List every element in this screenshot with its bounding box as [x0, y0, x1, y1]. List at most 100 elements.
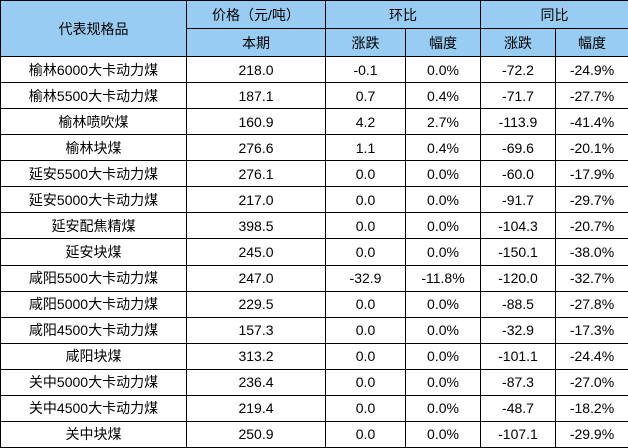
- cell-yoy-change: -107.1: [480, 420, 556, 448]
- table-header: 代表规格品 价格（元/吨） 环比 同比 本期 涨跌 幅度 涨跌 幅度: [0, 0, 628, 57]
- header-current: 本期: [186, 28, 326, 57]
- cell-mom-pct: 0.0%: [405, 368, 481, 396]
- table-row: 榆林块煤 276.6 1.1 0.4% -69.6 -20.1%: [0, 134, 628, 162]
- cell-mom-pct: 0.0%: [405, 342, 481, 370]
- cell-mom-pct: 2.7%: [405, 108, 481, 136]
- cell-current-price: 218.0: [186, 55, 326, 84]
- cell-mom-change: 1.1: [325, 134, 406, 162]
- cell-mom-change: 0.0: [325, 160, 406, 188]
- cell-yoy-change: -69.6: [480, 134, 556, 162]
- cell-yoy-pct: -24.9%: [555, 55, 628, 84]
- cell-product-name: 榆林喷吹煤: [0, 108, 187, 136]
- table-row: 延安5500大卡动力煤 276.1 0.0 0.0% -60.0 -17.9%: [0, 160, 628, 188]
- cell-yoy-change: -150.1: [480, 238, 556, 266]
- cell-product-name: 关中块煤: [0, 420, 187, 448]
- cell-current-price: 236.4: [186, 368, 326, 396]
- cell-mom-pct: 0.4%: [405, 82, 481, 110]
- table-row: 关中块煤 250.9 0.0 0.0% -107.1 -29.9%: [0, 420, 628, 448]
- cell-mom-change: 0.0: [325, 342, 406, 370]
- cell-mom-change: 0.0: [325, 316, 406, 344]
- cell-yoy-change: -71.7: [480, 82, 556, 110]
- header-product: 代表规格品: [0, 0, 187, 57]
- cell-yoy-change: -101.1: [480, 342, 556, 370]
- cell-product-name: 咸阳5500大卡动力煤: [0, 264, 187, 292]
- cell-current-price: 276.1: [186, 160, 326, 188]
- cell-product-name: 延安5500大卡动力煤: [0, 160, 187, 188]
- cell-yoy-pct: -18.2%: [555, 394, 628, 422]
- cell-mom-pct: 0.0%: [405, 316, 481, 344]
- cell-yoy-pct: -27.0%: [555, 368, 628, 396]
- table-body: 榆林6000大卡动力煤 218.0 -0.1 0.0% -72.2 -24.9% 榆林550…: [0, 55, 628, 448]
- cell-mom-pct: 0.0%: [405, 186, 481, 214]
- cell-yoy-pct: -24.4%: [555, 342, 628, 370]
- header-mom-group: 环比: [325, 0, 481, 29]
- cell-yoy-pct: -27.7%: [555, 82, 628, 110]
- cell-yoy-change: -91.7: [480, 186, 556, 214]
- cell-mom-change: -32.9: [325, 264, 406, 292]
- cell-yoy-pct: -20.1%: [555, 134, 628, 162]
- cell-yoy-pct: -27.8%: [555, 290, 628, 318]
- cell-product-name: 榆林6000大卡动力煤: [0, 55, 187, 84]
- cell-yoy-change: -104.3: [480, 212, 556, 240]
- cell-product-name: 咸阳4500大卡动力煤: [0, 316, 187, 344]
- header-mom-pct: 幅度: [405, 28, 481, 57]
- cell-yoy-pct: -20.7%: [555, 212, 628, 240]
- cell-mom-change: 0.0: [325, 368, 406, 396]
- header-yoy-change: 涨跌: [480, 28, 556, 57]
- cell-mom-change: 0.0: [325, 290, 406, 318]
- cell-yoy-change: -60.0: [480, 160, 556, 188]
- cell-mom-change: 4.2: [325, 108, 406, 136]
- header-yoy-pct: 幅度: [555, 28, 628, 57]
- cell-mom-pct: 0.0%: [405, 238, 481, 266]
- table-row: 关中4500大卡动力煤 219.4 0.0 0.0% -48.7 -18.2%: [0, 394, 628, 422]
- table-row: 延安块煤 245.0 0.0 0.0% -150.1 -38.0%: [0, 238, 628, 266]
- cell-yoy-change: -48.7: [480, 394, 556, 422]
- cell-yoy-change: -88.5: [480, 290, 556, 318]
- cell-mom-change: 0.0: [325, 238, 406, 266]
- cell-yoy-change: -113.9: [480, 108, 556, 136]
- cell-yoy-pct: -17.9%: [555, 160, 628, 188]
- cell-product-name: 榆林5500大卡动力煤: [0, 82, 187, 110]
- cell-current-price: 250.9: [186, 420, 326, 448]
- cell-current-price: 217.0: [186, 186, 326, 214]
- cell-product-name: 延安配焦精煤: [0, 212, 187, 240]
- cell-mom-pct: 0.0%: [405, 212, 481, 240]
- cell-product-name: 咸阳块煤: [0, 342, 187, 370]
- cell-mom-pct: 0.0%: [405, 290, 481, 318]
- table-row: 咸阳5500大卡动力煤 247.0 -32.9 -11.8% -120.0 -32.7%: [0, 264, 628, 292]
- cell-yoy-pct: -29.7%: [555, 186, 628, 214]
- cell-mom-change: 0.0: [325, 420, 406, 448]
- cell-current-price: 398.5: [186, 212, 326, 240]
- cell-product-name: 关中5000大卡动力煤: [0, 368, 187, 396]
- cell-yoy-pct: -32.7%: [555, 264, 628, 292]
- cell-current-price: 187.1: [186, 82, 326, 110]
- table-row: 咸阳5000大卡动力煤 229.5 0.0 0.0% -88.5 -27.8%: [0, 290, 628, 318]
- cell-mom-change: 0.0: [325, 212, 406, 240]
- cell-current-price: 247.0: [186, 264, 326, 292]
- cell-yoy-pct: -29.9%: [555, 420, 628, 448]
- cell-yoy-change: -32.9: [480, 316, 556, 344]
- cell-current-price: 219.4: [186, 394, 326, 422]
- cell-current-price: 245.0: [186, 238, 326, 266]
- cell-current-price: 229.5: [186, 290, 326, 318]
- cell-product-name: 咸阳5000大卡动力煤: [0, 290, 187, 318]
- cell-mom-pct: -11.8%: [405, 264, 481, 292]
- table-row: 榆林6000大卡动力煤 218.0 -0.1 0.0% -72.2 -24.9%: [0, 55, 628, 84]
- cell-mom-change: 0.0: [325, 394, 406, 422]
- cell-yoy-pct: -38.0%: [555, 238, 628, 266]
- cell-mom-pct: 0.0%: [405, 394, 481, 422]
- header-price-group: 价格（元/吨）: [186, 0, 326, 29]
- cell-product-name: 关中4500大卡动力煤: [0, 394, 187, 422]
- cell-product-name: 延安块煤: [0, 238, 187, 266]
- cell-mom-pct: 0.0%: [405, 420, 481, 448]
- cell-current-price: 157.3: [186, 316, 326, 344]
- header-yoy-group: 同比: [480, 0, 628, 29]
- cell-mom-change: -0.1: [325, 55, 406, 84]
- cell-mom-change: 0.0: [325, 186, 406, 214]
- table-row: 榆林喷吹煤 160.9 4.2 2.7% -113.9 -41.4%: [0, 108, 628, 136]
- table-row: 榆林5500大卡动力煤 187.1 0.7 0.4% -71.7 -27.7%: [0, 82, 628, 110]
- table-row: 延安5000大卡动力煤 217.0 0.0 0.0% -91.7 -29.7%: [0, 186, 628, 214]
- cell-yoy-pct: -17.3%: [555, 316, 628, 344]
